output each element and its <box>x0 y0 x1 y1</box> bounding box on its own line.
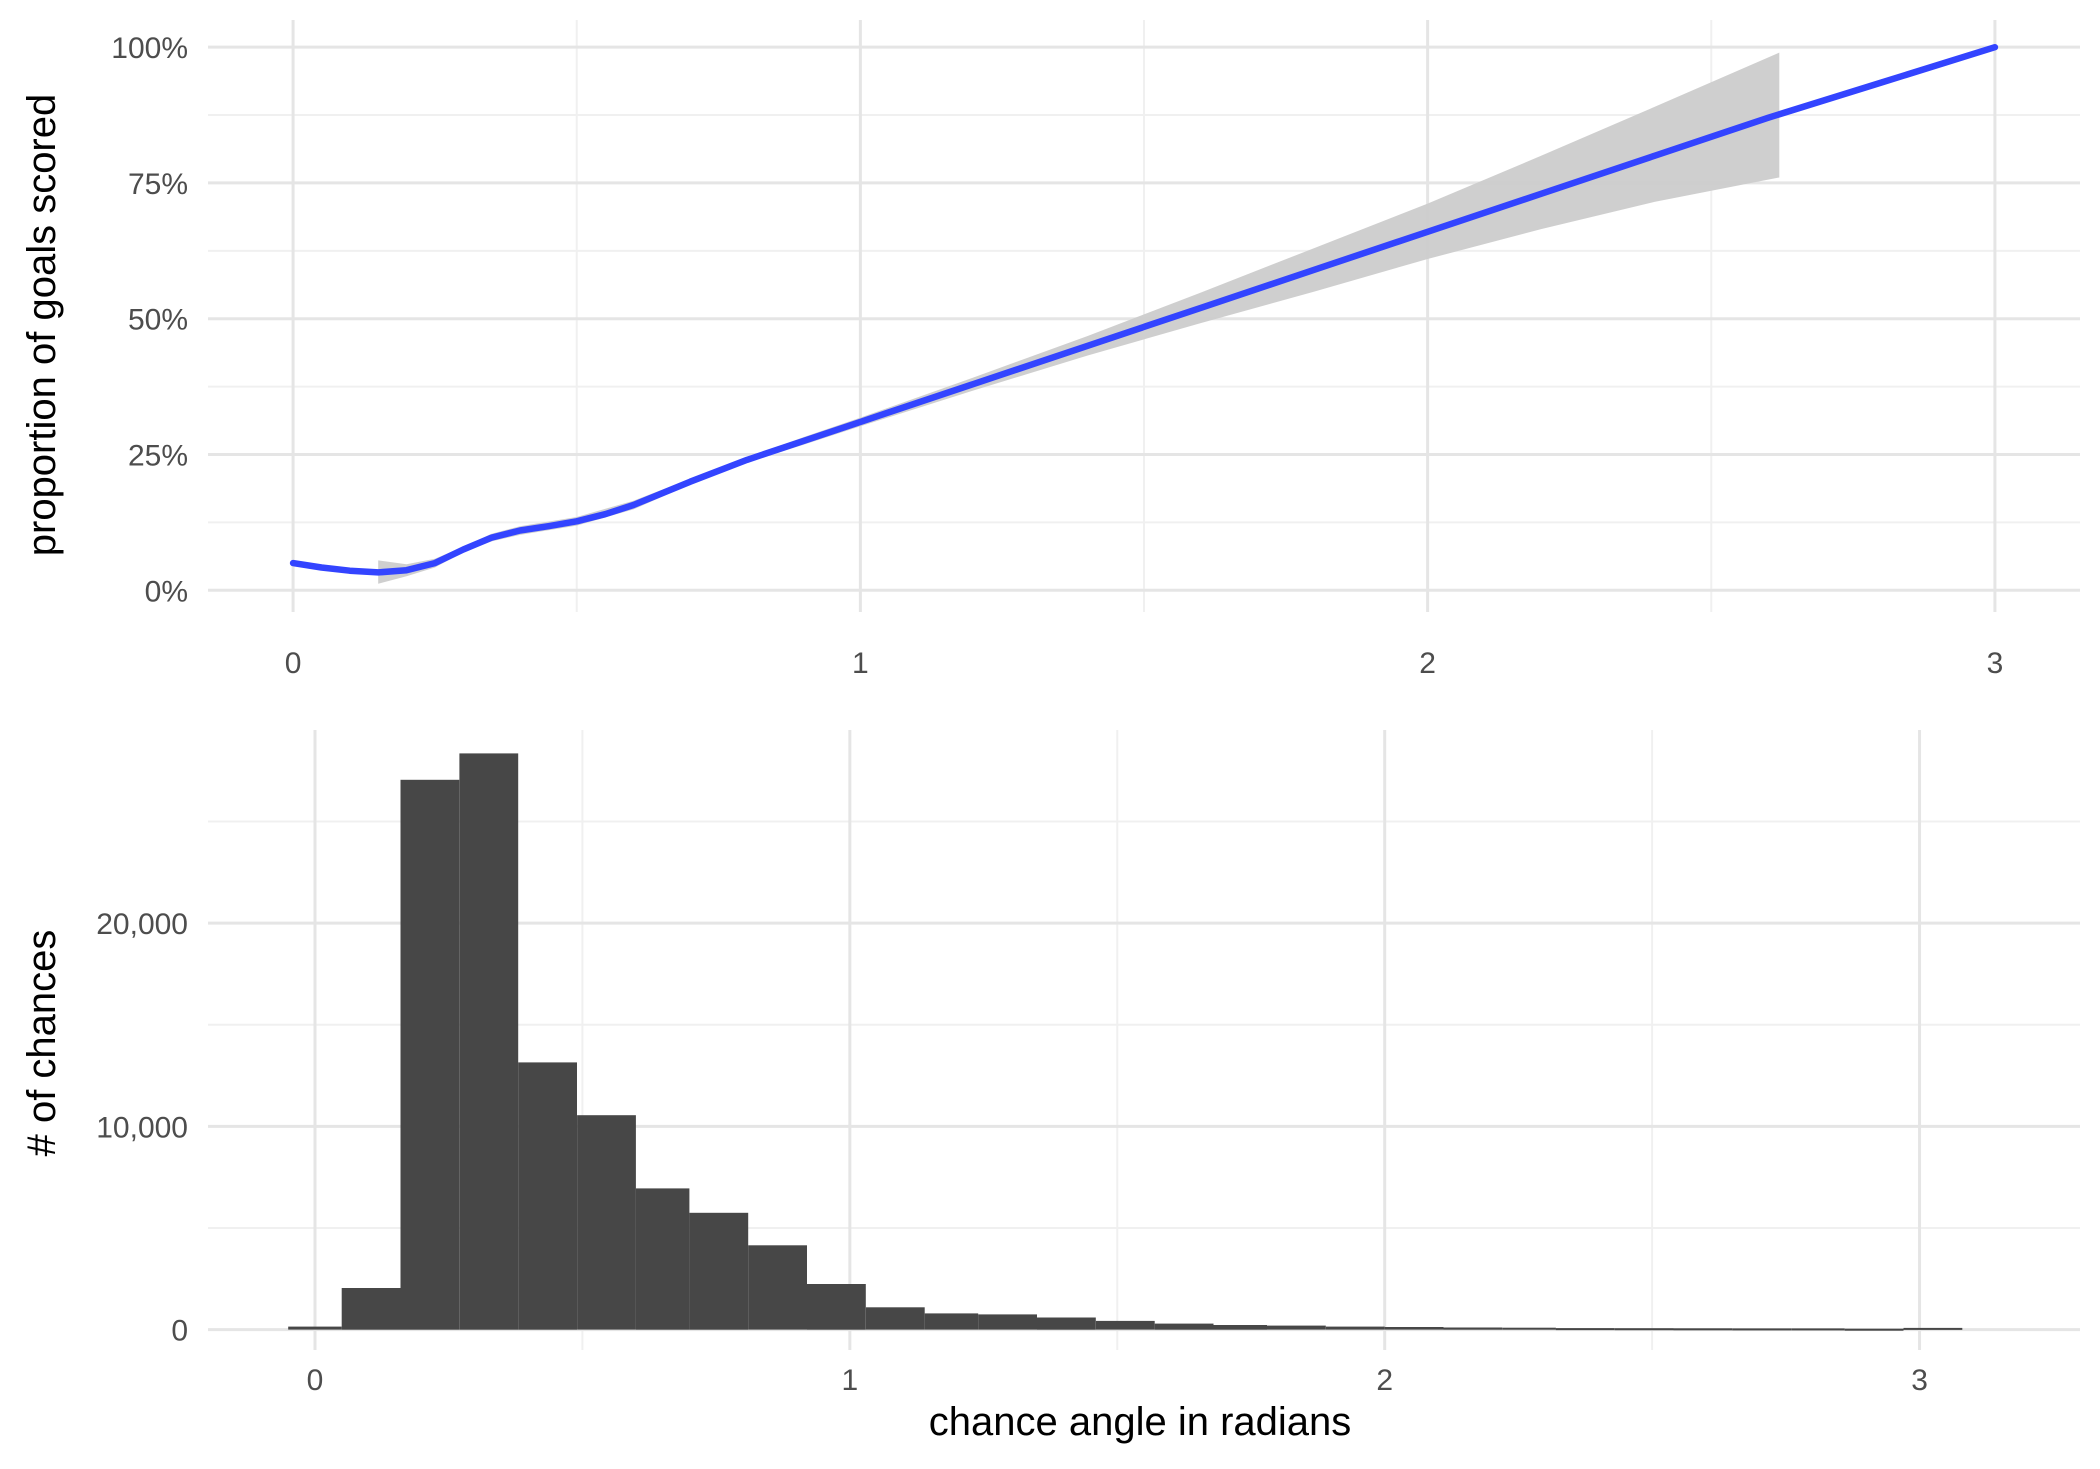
histogram-bar <box>978 1314 1037 1330</box>
histogram-bar <box>1903 1327 1963 1330</box>
chance-count-grid <box>208 730 2080 1350</box>
histogram-bar <box>865 1307 925 1330</box>
histogram-bar <box>1384 1327 1444 1330</box>
chance-count-x-tick-labels: 0 1 2 3 <box>307 1364 1928 1397</box>
y-tick-label: 50% <box>128 304 188 337</box>
histogram-bar <box>1614 1328 1674 1331</box>
x-tick-label: 3 <box>1911 1364 1928 1397</box>
goal-proportion-y-tick-labels: 0% 25% 50% 75% 100% <box>111 32 188 608</box>
histogram-bar <box>807 1284 866 1330</box>
histogram-bar <box>748 1245 807 1330</box>
chance-count-y-axis-title: # of chances <box>20 930 64 1157</box>
histogram-bar <box>1267 1325 1326 1330</box>
x-tick-label: 0 <box>307 1364 324 1397</box>
chance-count-y-tick-labels: 0 10,000 20,000 <box>96 908 188 1348</box>
y-tick-label: 0 <box>171 1315 188 1348</box>
goal-proportion-panel: 0 1 2 3 0% 25% 50% 75% 100% proportion of goals… <box>20 20 2080 680</box>
histogram-bar <box>635 1188 690 1330</box>
x-tick-label: 1 <box>841 1364 858 1397</box>
goal-proportion-line-layer <box>289 43 1999 576</box>
histogram-bar <box>1791 1328 1845 1331</box>
histogram-bar <box>1325 1326 1385 1330</box>
histogram-bar <box>1673 1328 1733 1331</box>
histogram-bar <box>518 1062 577 1330</box>
x-tick-label: 2 <box>1419 647 1436 680</box>
chance-count-panel: 0 1 2 3 0 10,000 20,000 # of chances chance a… <box>20 730 2080 1444</box>
y-tick-label: 100% <box>111 32 188 65</box>
goal-proportion-y-axis-title: proportion of goals scored <box>20 94 64 557</box>
y-tick-label: 75% <box>128 168 188 201</box>
y-tick-label: 0% <box>145 575 188 608</box>
histogram-bar <box>1095 1320 1155 1330</box>
x-tick-label: 3 <box>1987 647 2004 680</box>
histogram-bar <box>1502 1327 1556 1330</box>
histogram-bar <box>341 1288 401 1330</box>
chance-count-x-axis-title: chance angle in radians <box>929 1400 1352 1444</box>
x-tick-label: 1 <box>852 647 869 680</box>
chance-count-bars <box>288 753 1963 1331</box>
histogram-bar <box>1555 1328 1615 1331</box>
histogram-bar <box>577 1115 636 1330</box>
y-tick-label: 10,000 <box>96 1111 188 1144</box>
histogram-bar <box>1213 1325 1267 1330</box>
histogram-bar <box>689 1212 749 1330</box>
y-tick-label: 25% <box>128 439 188 472</box>
histogram-bar <box>1443 1327 1503 1330</box>
x-tick-label: 0 <box>285 647 302 680</box>
histogram-bar <box>459 753 519 1330</box>
histogram-bar <box>1154 1323 1214 1330</box>
histogram-bar <box>1732 1328 1792 1331</box>
y-tick-label: 20,000 <box>96 908 188 941</box>
histogram-bar <box>1844 1328 1904 1331</box>
goal-proportion-x-tick-labels: 0 1 2 3 <box>285 647 2004 680</box>
histogram-bar <box>400 779 460 1330</box>
x-tick-label: 2 <box>1376 1364 1393 1397</box>
smooth-trend-line <box>289 43 1999 576</box>
histogram-bar <box>288 1326 342 1330</box>
histogram-bar <box>1037 1317 1096 1330</box>
histogram-bar <box>924 1313 979 1330</box>
